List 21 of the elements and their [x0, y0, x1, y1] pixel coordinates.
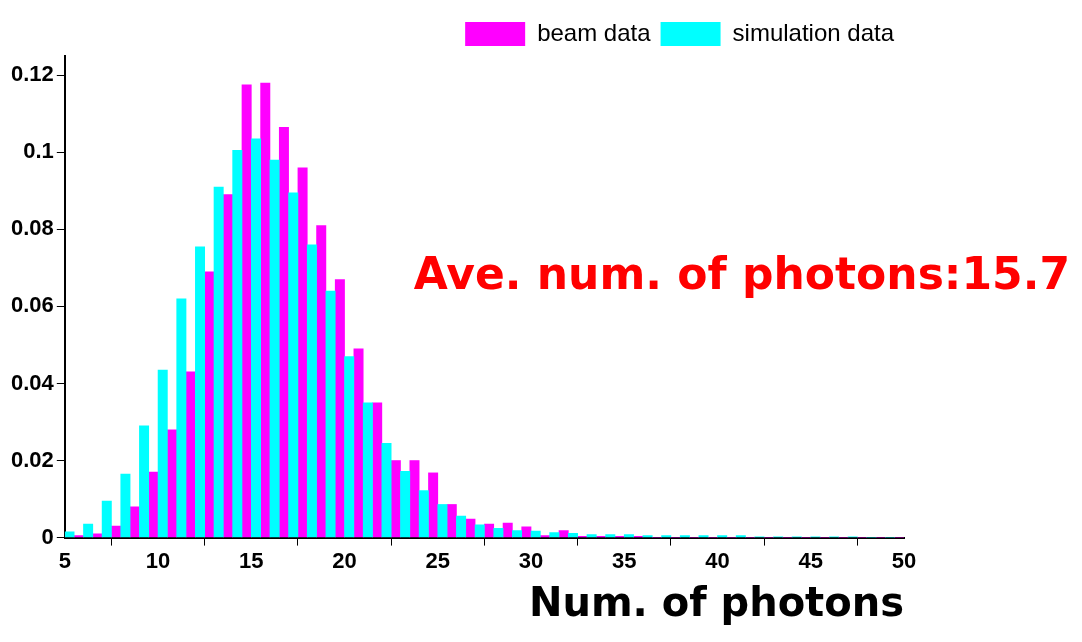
x-tick-label: 20: [332, 547, 357, 573]
y-tick-label: 0.02: [10, 446, 54, 472]
y-tick-label: 0.04: [10, 369, 55, 395]
x-tick-label: 25: [425, 547, 451, 573]
x-tick-label: 35: [612, 547, 637, 573]
x-tick-label: 15: [239, 547, 264, 573]
x-axis-title: Num. of photons: [528, 579, 904, 626]
x-tick-label: 50: [891, 547, 917, 573]
y-tick-label: 0.06: [10, 292, 54, 318]
x-tick-label: 30: [518, 547, 544, 573]
x-tick-label: 40: [705, 547, 730, 573]
legend-label: simulation data: [732, 18, 895, 46]
y-tick-label: 0.08: [10, 215, 54, 241]
y-tick-label: 0.1: [23, 138, 54, 164]
y-tick-label: 0.12: [10, 61, 54, 87]
y-tick-label: 0: [41, 523, 54, 549]
annotation: Ave. num. of photons:15.7: [413, 247, 1070, 299]
x-tick-label: 45: [798, 547, 823, 573]
x-tick-label: 5: [58, 547, 71, 573]
x-tick-label: 10: [145, 547, 171, 573]
legend-label: beam data: [537, 18, 652, 46]
